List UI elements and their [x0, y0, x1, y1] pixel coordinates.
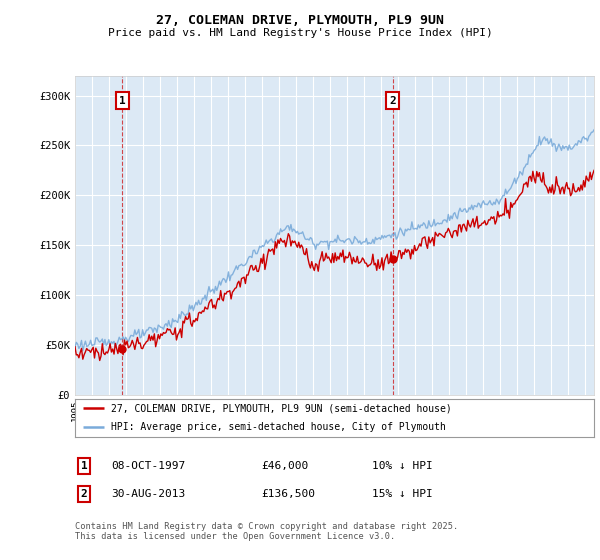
Text: Contains HM Land Registry data © Crown copyright and database right 2025.
This d: Contains HM Land Registry data © Crown c…: [75, 522, 458, 542]
Text: HPI: Average price, semi-detached house, City of Plymouth: HPI: Average price, semi-detached house,…: [112, 422, 446, 432]
Text: 10% ↓ HPI: 10% ↓ HPI: [372, 461, 433, 471]
Text: 27, COLEMAN DRIVE, PLYMOUTH, PL9 9UN (semi-detached house): 27, COLEMAN DRIVE, PLYMOUTH, PL9 9UN (se…: [112, 403, 452, 413]
Text: 1: 1: [119, 96, 125, 105]
Text: 08-OCT-1997: 08-OCT-1997: [111, 461, 185, 471]
Text: 1: 1: [80, 461, 88, 471]
Text: £136,500: £136,500: [261, 489, 315, 499]
Text: 27, COLEMAN DRIVE, PLYMOUTH, PL9 9UN: 27, COLEMAN DRIVE, PLYMOUTH, PL9 9UN: [156, 14, 444, 27]
Text: £46,000: £46,000: [261, 461, 308, 471]
Text: 2: 2: [80, 489, 88, 499]
Text: 2: 2: [389, 96, 396, 105]
Text: Price paid vs. HM Land Registry's House Price Index (HPI): Price paid vs. HM Land Registry's House …: [107, 28, 493, 38]
Text: 15% ↓ HPI: 15% ↓ HPI: [372, 489, 433, 499]
Text: 30-AUG-2013: 30-AUG-2013: [111, 489, 185, 499]
